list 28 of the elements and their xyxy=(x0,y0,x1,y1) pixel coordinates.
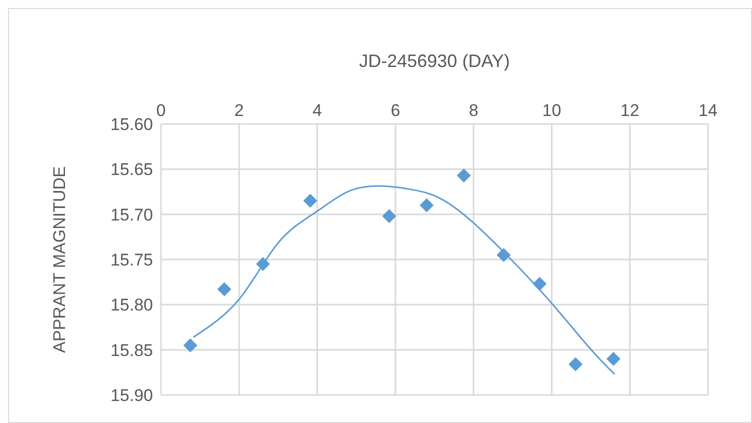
x-tick-label: 6 xyxy=(390,101,400,120)
x-tick-label: 14 xyxy=(698,101,718,120)
y-axis-title: APPRANT MAGNITUDE xyxy=(50,166,70,353)
x-tick-label: 10 xyxy=(542,101,562,120)
point xyxy=(256,257,270,272)
y-tick-label: 15.65 xyxy=(110,160,153,180)
x-tick-label: 0 xyxy=(156,101,166,120)
y-tick-label: 15.90 xyxy=(110,386,153,406)
point xyxy=(420,198,434,212)
point xyxy=(303,194,318,208)
x-tick-label: 2 xyxy=(234,101,244,120)
point xyxy=(496,248,511,262)
y-tick-label: 15.85 xyxy=(110,340,153,360)
point xyxy=(606,352,620,366)
point xyxy=(183,338,198,352)
x-tick-label: 4 xyxy=(312,101,322,120)
point xyxy=(382,209,396,224)
y-tick-label: 15.80 xyxy=(110,296,153,315)
x-tick-label: 8 xyxy=(468,101,478,120)
y-tick-label: 15.75 xyxy=(110,250,153,270)
y-tick-label: 15.70 xyxy=(110,205,153,224)
x-axis-title: JD-2456930 (DAY) xyxy=(358,51,511,72)
point xyxy=(532,276,547,291)
y-tick-label: 15.60 xyxy=(110,115,153,134)
point xyxy=(456,168,471,182)
x-tick-label: 12 xyxy=(620,101,640,120)
point xyxy=(217,282,232,296)
point xyxy=(568,357,583,372)
